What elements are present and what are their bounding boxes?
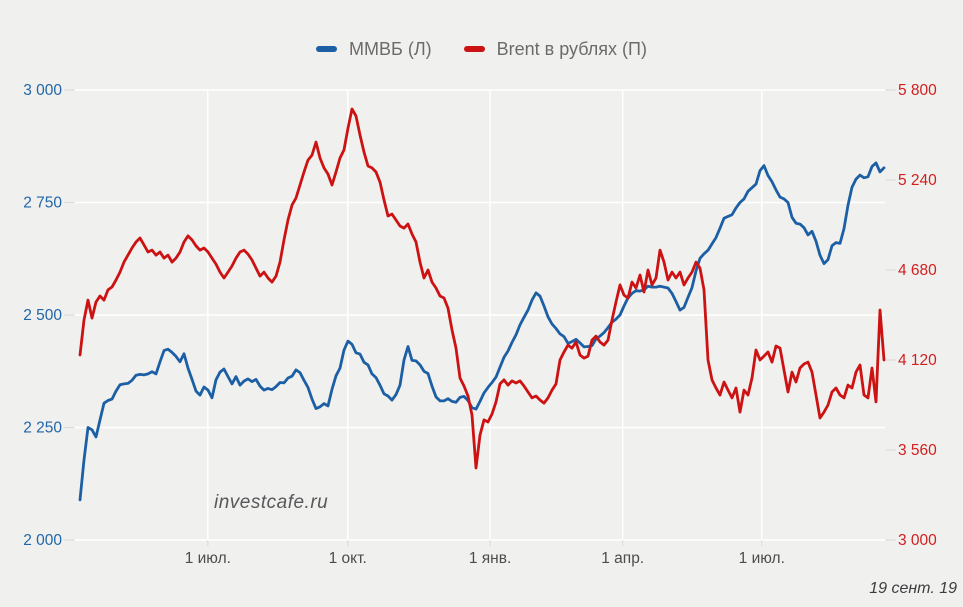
brent-series-line <box>78 107 886 470</box>
right-axis-label: 5 240 <box>898 172 937 189</box>
mmvb-series-line <box>78 161 886 502</box>
watermark: investcafe.ru <box>214 492 329 513</box>
right-axis-label: 3 000 <box>898 532 937 549</box>
x-axis-label: 1 июл. <box>185 550 231 567</box>
x-axis-label: 1 янв. <box>469 550 511 567</box>
brent-series-label: Brent в рублях (П) <box>496 38 647 59</box>
left-axis-label: 2 000 <box>23 532 62 549</box>
left-axis-label: 2 750 <box>23 195 62 212</box>
footer-date: 19 сент. 19 <box>869 580 957 597</box>
brent-series-swatch <box>463 46 485 52</box>
left-axis-label: 3 000 <box>23 82 62 99</box>
right-axis-label: 5 800 <box>898 82 937 99</box>
legend-item-mmvb[interactable]: ММВБ (Л) <box>316 39 432 60</box>
x-axis-label: 1 апр. <box>601 550 644 567</box>
right-axis-label: 3 560 <box>898 442 937 459</box>
right-axis-label: 4 680 <box>898 262 937 279</box>
legend-item-brent[interactable]: Brent в рублях (П) <box>463 38 647 60</box>
legend: ММВБ (Л) Brent в рублях (П) <box>0 34 963 64</box>
mmvb-series-label: ММВБ (Л) <box>349 38 432 59</box>
left-axis-label: 2 500 <box>23 307 62 324</box>
mmvb-series-swatch <box>316 46 338 52</box>
right-axis-label: 4 120 <box>898 352 937 369</box>
x-axis-label: 1 июл. <box>739 550 785 567</box>
x-axis-label: 1 окт. <box>329 550 367 567</box>
left-axis-label: 2 250 <box>23 420 62 437</box>
